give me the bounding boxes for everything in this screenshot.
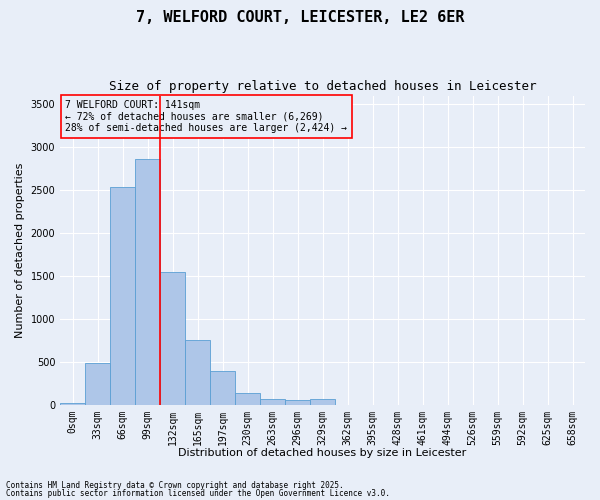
Y-axis label: Number of detached properties: Number of detached properties [15,162,25,338]
Text: Contains HM Land Registry data © Crown copyright and database right 2025.: Contains HM Land Registry data © Crown c… [6,480,344,490]
X-axis label: Distribution of detached houses by size in Leicester: Distribution of detached houses by size … [178,448,467,458]
Text: Contains public sector information licensed under the Open Government Licence v3: Contains public sector information licen… [6,489,390,498]
Bar [310,400,335,404]
Bar [160,272,185,404]
Bar [85,364,110,405]
Bar [210,371,235,404]
Bar [135,159,160,404]
Bar [260,399,285,404]
Text: 7, WELFORD COURT, LEICESTER, LE2 6ER: 7, WELFORD COURT, LEICESTER, LE2 6ER [136,10,464,25]
Title: Size of property relative to detached houses in Leicester: Size of property relative to detached ho… [109,80,536,93]
Text: 7 WELFORD COURT: 141sqm
← 72% of detached houses are smaller (6,269)
28% of semi: 7 WELFORD COURT: 141sqm ← 72% of detache… [65,100,347,134]
Bar [235,392,260,404]
Bar [285,400,310,404]
Bar [185,340,210,404]
Bar [110,188,135,404]
